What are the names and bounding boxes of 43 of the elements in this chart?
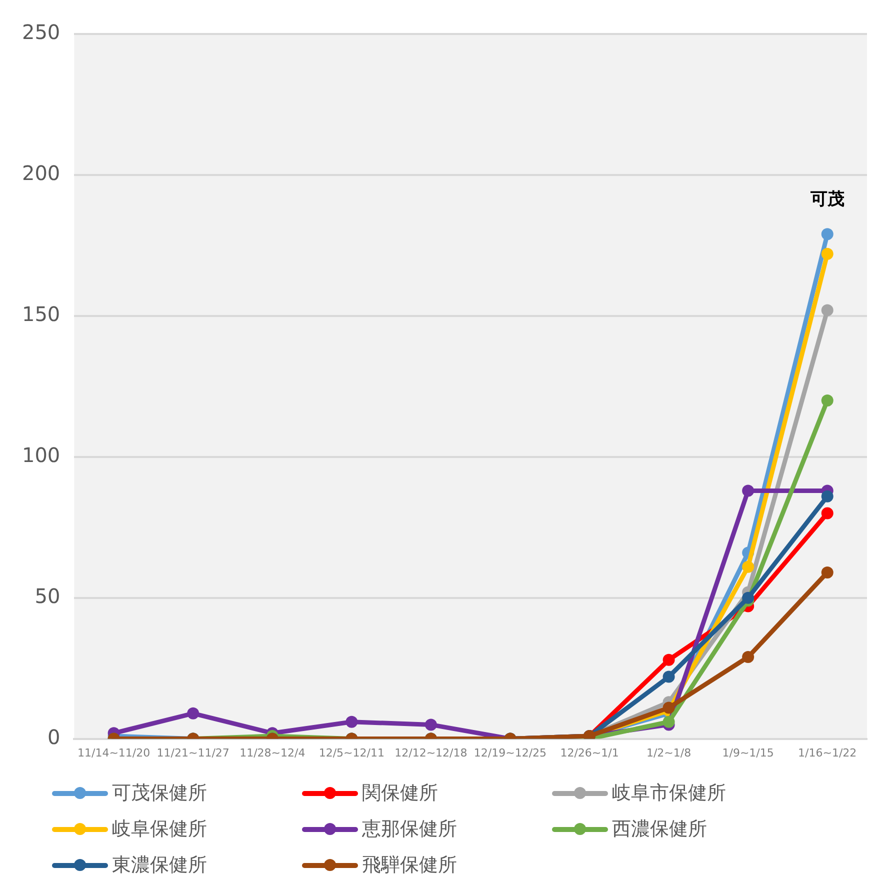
point — [662, 702, 675, 714]
y-tick-label: 200 — [22, 161, 60, 186]
point — [742, 651, 754, 664]
point — [662, 670, 675, 683]
point — [346, 716, 358, 728]
point — [662, 654, 675, 666]
point — [821, 507, 834, 520]
legend-label: 西濃保健所 — [612, 817, 707, 842]
x-tick-label: 1/9~1/15 — [722, 746, 774, 760]
x-tick-label: 12/5~12/11 — [318, 746, 384, 760]
y-tick-label: 100 — [22, 443, 60, 468]
legend-label: 飛騨保健所 — [362, 853, 457, 878]
point — [742, 484, 754, 497]
annotation: 可茂 — [809, 190, 844, 210]
x-tick-label: 11/28~12/4 — [240, 746, 306, 760]
legend-label: 東濃保健所 — [112, 853, 207, 878]
point — [742, 560, 754, 573]
point — [424, 718, 437, 731]
x-tick-label: 12/19~12/25 — [474, 746, 547, 760]
point — [821, 566, 834, 578]
point — [821, 394, 834, 406]
point — [187, 707, 200, 720]
x-tick-label: 11/21~11/27 — [156, 746, 230, 760]
legend-label: 可茂保健所 — [112, 781, 207, 806]
point — [821, 248, 834, 260]
y-tick-label: 0 — [47, 725, 60, 750]
x-tick-label: 12/12~12/18 — [394, 746, 468, 760]
y-tick-label: 250 — [22, 20, 60, 44]
point — [821, 228, 834, 240]
x-tick-label: 12/26~1/1 — [560, 746, 619, 760]
point — [742, 592, 754, 604]
legend-label: 岐阜保健所 — [112, 817, 207, 842]
x-tick-label: 1/16~1/22 — [798, 746, 857, 760]
legend-label: 恵那保健所 — [362, 817, 457, 842]
x-tick-label: 11/14~11/20 — [78, 746, 150, 760]
point — [662, 716, 675, 728]
x-tick-label: 1/2~1/8 — [646, 746, 692, 760]
y-tick-label: 50 — [34, 584, 60, 608]
legend-label: 関保健所 — [362, 781, 438, 806]
y-tick-label: 150 — [22, 302, 60, 326]
legend-label: 岐阜市保健所 — [612, 781, 726, 806]
point — [821, 490, 834, 502]
point — [821, 304, 834, 316]
